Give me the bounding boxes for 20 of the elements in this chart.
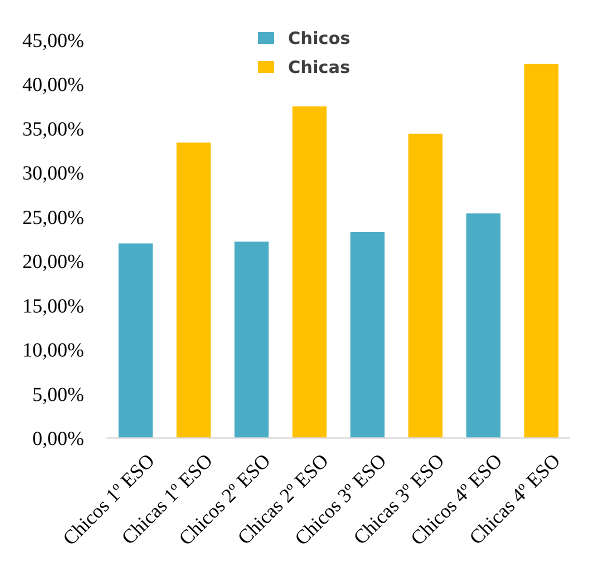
- legend-label: Chicos: [288, 28, 350, 49]
- bar: [118, 243, 153, 438]
- bar: [292, 106, 327, 438]
- bar: [524, 64, 558, 438]
- y-tick-label: 20,00%: [22, 251, 84, 274]
- y-tick-label: 5,00%: [32, 384, 84, 406]
- bar: [176, 142, 211, 438]
- bar: [350, 232, 385, 438]
- y-tick-label: 10,00%: [22, 340, 84, 362]
- bar: [234, 242, 269, 438]
- bar: [466, 213, 500, 438]
- y-tick-label: 15,00%: [22, 295, 84, 318]
- y-tick-label: 0,00%: [32, 428, 84, 450]
- y-tick-label: 25,00%: [22, 206, 84, 229]
- y-tick-label: 30,00%: [22, 162, 84, 185]
- y-tick-label: 35,00%: [22, 118, 84, 140]
- y-tick-label: 45,00%: [22, 30, 84, 52]
- bar: [408, 134, 443, 438]
- y-tick-label: 40,00%: [22, 74, 84, 96]
- legend-label: Chicas: [288, 58, 350, 78]
